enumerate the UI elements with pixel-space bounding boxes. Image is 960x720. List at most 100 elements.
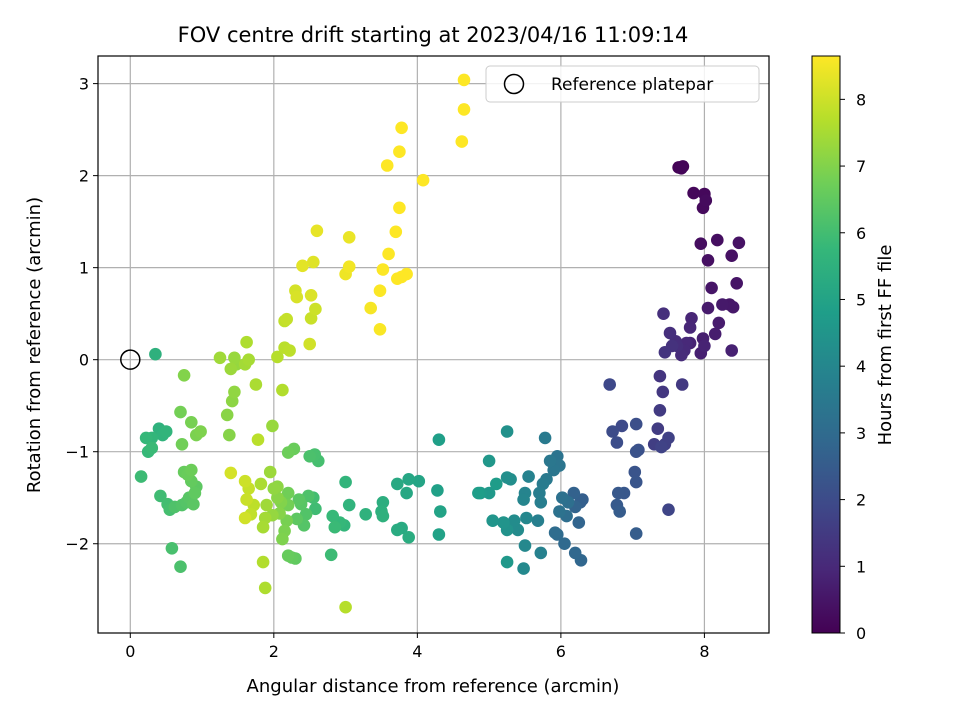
- data-point: [556, 491, 569, 505]
- data-point: [416, 173, 430, 187]
- data-point: [615, 419, 629, 433]
- data-point: [373, 323, 387, 336]
- data-point: [249, 378, 263, 391]
- data-point: [376, 263, 390, 276]
- data-point: [228, 351, 241, 365]
- data-point: [730, 277, 743, 290]
- y-tick-label: −1: [65, 443, 89, 462]
- data-point: [675, 162, 688, 175]
- colorbar-tick-label: 8: [856, 90, 866, 109]
- legend: Reference platepar: [485, 65, 760, 103]
- data-point: [256, 555, 270, 569]
- data-point: [281, 486, 295, 500]
- data-point: [177, 369, 191, 382]
- data-point: [165, 542, 179, 555]
- data-point: [694, 237, 708, 250]
- data-point: [698, 339, 711, 353]
- y-tick-label: −2: [65, 535, 89, 554]
- data-point: [629, 527, 643, 540]
- data-point: [629, 417, 643, 431]
- data-point: [662, 431, 675, 445]
- data-point: [701, 253, 715, 267]
- colorbar-label: Hours from first FF file: [875, 245, 896, 446]
- data-point: [606, 425, 619, 438]
- data-point: [725, 344, 738, 357]
- data-point: [223, 428, 236, 442]
- data-point: [328, 520, 342, 534]
- data-point: [266, 419, 279, 433]
- data-point: [629, 445, 643, 459]
- data-point: [522, 470, 535, 483]
- data-point: [326, 509, 340, 523]
- legend-box: [485, 65, 760, 103]
- data-point: [276, 383, 289, 397]
- data-point: [402, 473, 416, 486]
- data-point: [612, 486, 625, 500]
- data-points: [134, 73, 746, 614]
- data-point: [400, 267, 413, 281]
- data-point: [364, 301, 378, 315]
- data-point: [373, 284, 387, 298]
- data-point: [281, 549, 295, 562]
- data-point: [517, 562, 530, 575]
- x-tick-label: 8: [699, 642, 709, 661]
- colorbar-tick-label: 5: [856, 290, 866, 309]
- data-point: [309, 502, 322, 516]
- data-point: [290, 512, 304, 526]
- data-point: [500, 555, 514, 569]
- data-point: [134, 470, 148, 483]
- data-point: [412, 474, 426, 488]
- x-tick-label: 4: [412, 642, 422, 661]
- data-point: [656, 385, 670, 399]
- data-point: [490, 477, 503, 491]
- data-point: [482, 454, 496, 468]
- x-axis-label: Angular distance from reference (arcmin): [247, 676, 620, 697]
- colorbar-tick-label: 7: [856, 157, 866, 176]
- data-point: [534, 496, 548, 509]
- colorbar: 0 1 2 3 4 5 6 7 8: [811, 55, 866, 643]
- colorbar-tick-label: 1: [856, 557, 866, 576]
- data-point: [258, 581, 272, 595]
- data-point: [280, 312, 294, 326]
- data-point: [220, 408, 234, 422]
- data-point: [304, 289, 318, 302]
- data-point: [572, 516, 586, 529]
- data-point: [251, 433, 265, 447]
- data-point: [242, 353, 255, 367]
- data-point: [683, 321, 697, 334]
- y-tick-label: 1: [79, 259, 89, 278]
- data-point: [610, 436, 624, 449]
- data-point: [296, 259, 309, 273]
- data-point: [402, 531, 416, 544]
- data-point: [256, 520, 270, 534]
- data-point: [238, 511, 252, 525]
- x-tick-label: 6: [556, 642, 566, 661]
- data-point: [376, 509, 390, 523]
- data-point: [518, 539, 532, 552]
- y-axis-label: Rotation from reference (arcmin): [24, 197, 45, 493]
- data-point: [263, 465, 277, 479]
- x-tick-label: 0: [125, 642, 135, 661]
- data-point: [238, 474, 252, 488]
- data-point: [520, 511, 533, 525]
- data-point: [174, 405, 187, 419]
- data-point: [663, 326, 677, 340]
- colorbar-tick-label: 2: [856, 491, 866, 510]
- data-point: [558, 537, 571, 550]
- data-point: [531, 514, 545, 527]
- data-point: [240, 335, 253, 349]
- data-point: [725, 249, 738, 262]
- data-point: [705, 281, 718, 295]
- data-point: [228, 385, 241, 399]
- data-point: [653, 404, 667, 417]
- data-point: [455, 135, 469, 148]
- data-point: [400, 486, 413, 500]
- colorbar-tick-label: 4: [856, 357, 866, 376]
- data-point: [629, 475, 643, 489]
- legend-label: Reference platepar: [551, 75, 713, 95]
- data-point: [187, 497, 200, 511]
- data-point: [359, 508, 373, 521]
- data-point: [393, 201, 406, 215]
- data-point: [699, 194, 713, 207]
